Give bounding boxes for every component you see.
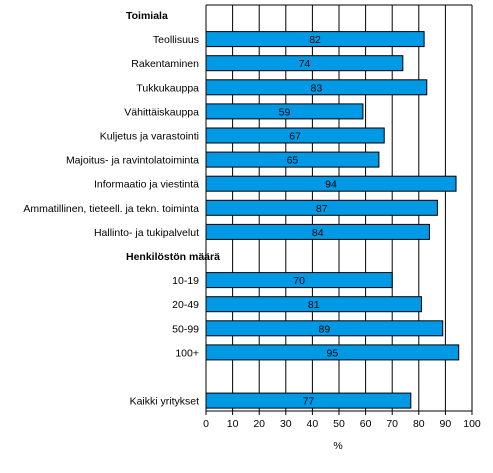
bar — [205, 103, 364, 120]
bar — [205, 79, 428, 96]
section-header: Henkilöstön määrä — [126, 251, 220, 263]
category-label: Teollisuus — [153, 34, 199, 46]
x-tick-label: 40 — [307, 418, 319, 430]
category-label: 100+ — [175, 347, 199, 359]
section-header: Toimiala — [126, 10, 168, 22]
data-label: 83 — [311, 82, 323, 94]
x-tick-label: 100 — [463, 418, 481, 430]
bar — [205, 320, 444, 337]
data-label: 89 — [319, 323, 331, 335]
x-axis: 0 10 20 30 40 50 60 70 80 90 100 — [203, 410, 481, 430]
category-label: Hallinto- ja tukipalvelut — [94, 227, 199, 239]
bar — [205, 392, 412, 409]
bar — [205, 151, 380, 168]
category-label: 50-99 — [172, 323, 199, 335]
bar — [205, 55, 404, 72]
x-tick-label: 30 — [280, 418, 292, 430]
bar — [205, 175, 457, 192]
bar — [205, 344, 460, 361]
category-label: Kuljetus ja varastointi — [100, 131, 199, 143]
data-label: 81 — [308, 299, 320, 311]
bar — [205, 223, 430, 240]
x-tick-label: 0 — [203, 418, 209, 430]
category-label: Informaatio ja viestintä — [94, 179, 199, 191]
data-label: 82 — [309, 34, 321, 46]
x-tick-label: 90 — [440, 418, 452, 430]
x-tick-label: 80 — [413, 418, 425, 430]
bar — [205, 31, 425, 48]
data-label: 87 — [316, 203, 328, 215]
x-tick-label: 50 — [333, 418, 345, 430]
bar — [205, 296, 422, 313]
category-label: 10-19 — [172, 275, 199, 287]
data-label: 94 — [325, 179, 337, 191]
data-label: 84 — [312, 227, 324, 239]
data-label: 95 — [327, 347, 339, 359]
category-label: 20-49 — [172, 299, 199, 311]
category-label: Rakentaminen — [131, 58, 199, 70]
data-label: 65 — [287, 155, 299, 167]
x-tick-label: 20 — [253, 418, 265, 430]
x-tick-label: 70 — [386, 418, 398, 430]
x-tick-label: 10 — [227, 418, 239, 430]
data-label: 70 — [293, 275, 305, 287]
bar — [205, 272, 393, 289]
category-label: Ammatillinen, tieteell. ja tekn. toimint… — [23, 203, 199, 215]
data-label: 74 — [299, 58, 311, 70]
x-tick-label: 60 — [360, 418, 372, 430]
category-label: Vähittäiskauppa — [124, 106, 199, 118]
data-label: 59 — [279, 106, 291, 118]
bar — [205, 127, 385, 144]
category-label: Kaikki yritykset — [130, 396, 200, 408]
category-labels: Toimiala Teollisuus Rakentaminen Tukkukaupp… — [23, 10, 220, 408]
data-label: 77 — [303, 396, 315, 408]
bar — [205, 199, 438, 216]
x-axis-label: % — [333, 440, 342, 452]
category-label: Tukkukauppa — [136, 82, 199, 94]
data-label: 67 — [289, 131, 301, 143]
category-label: Majoitus- ja ravintolatoiminta — [66, 155, 199, 167]
